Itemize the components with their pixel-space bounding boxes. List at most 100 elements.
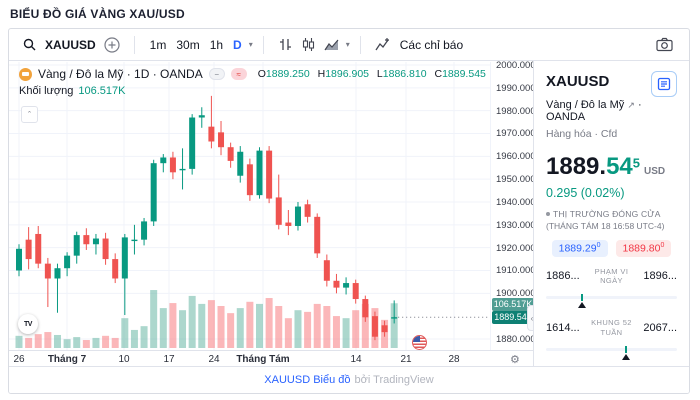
interval-1h[interactable]: 1h	[209, 37, 224, 52]
week52-range-slider	[546, 345, 677, 360]
slider-marker-icon	[621, 353, 630, 360]
price-tick-label: 1960.000	[496, 151, 536, 163]
ohlc-readout: O1889.250 H1896.905 L1886.810 C1889.545 …	[253, 68, 490, 80]
attribution-footer: XAUUSD Biểu đồ bởi TradingView	[9, 366, 689, 393]
price-tick-label: 1950.000	[496, 174, 536, 186]
day-range-low: 1886...	[546, 270, 580, 283]
bid-pill: 1889.290	[551, 240, 608, 257]
price-tick-label: 1980.000	[496, 105, 536, 117]
interval-1d-active[interactable]: D	[233, 37, 242, 52]
price-tick-label: 1930.000	[496, 219, 536, 231]
time-axis[interactable]: ⚙ 26 Tháng 7 10 17 24 Tháng Tám 14 21 28	[9, 350, 535, 368]
toolbar-separator	[359, 35, 361, 54]
footer-by-text: bởi TradingView	[354, 374, 434, 386]
high-value: 1896.905	[325, 68, 369, 80]
chevron-up-icon: ˆ	[28, 109, 31, 120]
gear-icon[interactable]: ⚙	[510, 354, 520, 366]
footer-chart-link[interactable]: XAUUSD Biểu đồ	[264, 374, 351, 386]
candles-style-icon[interactable]	[301, 37, 316, 52]
slider-current-tick	[624, 345, 627, 353]
pane-collapse-button[interactable]: ˆ	[21, 106, 38, 123]
interval-30m[interactable]: 30m	[176, 37, 200, 52]
price-whole: 1889.	[546, 153, 607, 180]
high-label: H	[317, 68, 326, 80]
week52-range-label: KHUNG 52 TUẦN	[591, 318, 632, 337]
page-title: BIỂU ĐỒ GIÁ VÀNG XAU/USD	[10, 7, 185, 21]
indicators-button[interactable]: Các chỉ báo	[371, 37, 463, 52]
day-range-row: 1886... PHẠM VI NGÀY 1896...	[546, 267, 677, 287]
day-range-high: 1896...	[643, 270, 677, 283]
market-status-time: (THÁNG TÁM 18 16:58 UTC-4)	[546, 221, 665, 231]
chart-toolbar: XAUUSD 1m 30m 1h D ▾ ▾	[9, 29, 689, 61]
ask-pill: 1889.800	[615, 240, 672, 257]
date-tick-label: 26	[13, 354, 25, 365]
panel-description-text: Vàng / Đô la Mỹ	[546, 99, 625, 111]
day-range-label: PHẠM VI NGÀY	[594, 266, 629, 286]
volume-axis-badge: 106.517K	[492, 297, 534, 311]
date-tick-label: 28	[448, 354, 460, 365]
candlestick-chart[interactable]: Vàng / Đô la Mỹ · 1D · OANDA − ≈ O1889.2…	[9, 62, 490, 350]
date-tick-label: 21	[400, 354, 412, 365]
tradingview-logo[interactable]: TV	[18, 314, 38, 334]
panel-collapse-handle[interactable]: ‹	[527, 305, 536, 331]
panel-exchange: · OANDA	[546, 99, 642, 123]
tradingview-widget: XAUUSD 1m 30m 1h D ▾ ▾	[8, 28, 690, 394]
price-tick-label: 1990.000	[496, 82, 536, 94]
date-tick-label: 17	[163, 354, 175, 365]
panel-symbol-title: XAUUSD	[546, 73, 610, 90]
legend-series-title[interactable]: Vàng / Đô la Mỹ · 1D · OANDA	[38, 67, 203, 81]
panel-change: 0.295 (0.02%)	[546, 186, 625, 200]
slider-track	[546, 347, 677, 351]
interval-1m[interactable]: 1m	[149, 37, 167, 52]
status-dot	[546, 212, 550, 216]
last-price-axis-badge: 1889.545	[492, 310, 534, 324]
price-tick-label: 1910.000	[496, 265, 536, 277]
search-icon	[23, 38, 36, 51]
legend-minus-icon[interactable]: −	[208, 68, 225, 80]
area-style-icon[interactable]	[324, 38, 340, 52]
toolbar-separator	[262, 35, 264, 54]
price-currency: USD	[644, 166, 666, 177]
price-tick-label: 1970.000	[496, 128, 536, 140]
news-summary-button[interactable]	[651, 71, 677, 97]
week52-range-row: 1614... KHUNG 52 TUẦN 2067...	[546, 318, 677, 338]
price-tick-label: 1880.000	[496, 333, 536, 345]
chart-legend: Vàng / Đô la Mỹ · 1D · OANDA − ≈ O1889.2…	[19, 67, 490, 81]
us-flag-event-icon[interactable]	[412, 335, 427, 350]
external-link-icon[interactable]: ↗	[627, 100, 635, 110]
day-range-slider	[546, 294, 677, 308]
low-value: 1886.810	[382, 68, 427, 80]
price-fraction: 54	[606, 153, 633, 180]
price-sup-digit: 5	[632, 155, 640, 171]
date-tick-label: Tháng Tám	[236, 354, 290, 365]
date-tick-label: 14	[350, 354, 362, 365]
document-icon	[657, 77, 671, 91]
market-status-text: THỊ TRƯỜNG ĐÓNG CỬA	[553, 209, 661, 219]
date-tick-label: 10	[118, 354, 130, 365]
toolbar-separator	[133, 35, 135, 54]
chevron-down-icon[interactable]: ▾	[345, 40, 350, 49]
chart-canvas[interactable]	[9, 62, 490, 350]
chevron-left-icon: ‹	[530, 313, 534, 323]
panel-last-price: 1889.545 USD	[546, 153, 677, 181]
camera-icon[interactable]	[656, 37, 673, 52]
slider-marker-icon	[578, 302, 587, 308]
symbol-info-panel: XAUUSD Vàng / Đô la Mỹ ↗ · OANDA Hàng hó…	[533, 61, 689, 368]
volume-label: Khối lượng	[19, 85, 74, 97]
plus-circle-icon[interactable]	[104, 36, 120, 53]
symbol-search-button[interactable]: XAUUSD	[19, 38, 96, 52]
date-tick-label: Tháng 7	[47, 354, 87, 365]
volume-value: 106.517K	[78, 85, 126, 97]
price-tick-label: 1920.000	[496, 242, 536, 254]
chevron-down-icon[interactable]: ▾	[248, 40, 253, 49]
indicators-label: Các chỉ báo	[399, 37, 464, 52]
volume-legend: Khối lượng 106.517K	[19, 85, 125, 97]
legend-wave-icon[interactable]: ≈	[230, 68, 247, 80]
gold-coin-icon	[19, 67, 32, 81]
close-value: 1889.545	[442, 68, 486, 80]
low-label: L	[376, 68, 383, 80]
price-axis[interactable]: 2000.000 1990.000 1980.000 1970.000 1960.000…	[490, 60, 536, 350]
week52-range-high: 2067...	[643, 321, 677, 334]
bars-style-icon[interactable]	[278, 37, 293, 52]
